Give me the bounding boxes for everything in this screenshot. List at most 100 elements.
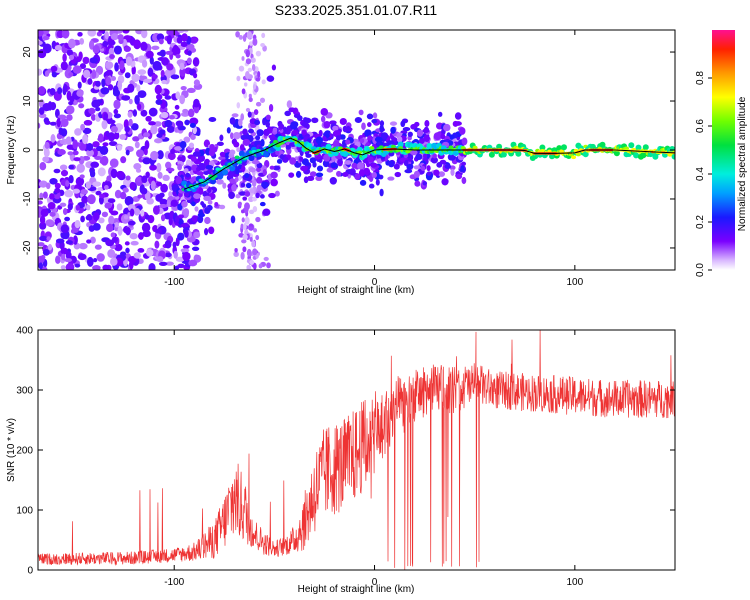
heatmap-cell (154, 240, 160, 249)
heatmap-cell (110, 33, 119, 41)
heatmap-cell (113, 108, 119, 115)
heatmap-cell (62, 53, 67, 63)
heatmap-cell (261, 32, 266, 39)
heatmap-cell (154, 84, 162, 95)
heatmap-cell (356, 162, 365, 170)
heatmap-cell (246, 248, 252, 257)
heatmap-cell (182, 244, 190, 249)
heatmap-cell (107, 40, 116, 46)
heatmap-cell (51, 71, 58, 78)
heatmap-cell (113, 113, 122, 119)
heatmap-cell (42, 103, 51, 112)
heatmap-cell (95, 80, 101, 87)
heatmap-cell (244, 191, 251, 197)
heatmap-cell (496, 143, 503, 150)
heatmap-cell (315, 172, 324, 178)
heatmap-cell (60, 224, 70, 234)
heatmap-cell (88, 107, 96, 115)
heatmap-cell (77, 81, 82, 89)
heatmap-cell (248, 41, 254, 46)
heatmap-cell (60, 61, 68, 71)
heatmap-cell (255, 101, 262, 107)
heatmap-cell (42, 35, 50, 41)
y-tick-label: -10 (22, 191, 33, 206)
heatmap-cell (414, 121, 420, 127)
top-x-ticks: -100 0 100 (164, 30, 584, 288)
heatmap-cell (390, 126, 396, 134)
heatmap-cell (43, 148, 50, 158)
heatmap-cell (114, 62, 119, 72)
heatmap-cell (77, 253, 87, 261)
heatmap-cell (265, 121, 271, 128)
heatmap-cell (241, 56, 245, 61)
heatmap-cell (75, 176, 85, 187)
y-tick-label: 20 (22, 46, 33, 58)
heatmap-cell (420, 165, 426, 171)
heatmap-cell (166, 199, 171, 208)
heatmap-cell (344, 160, 352, 165)
heatmap-cell (192, 151, 201, 157)
heatmap-cell (179, 94, 186, 105)
heatmap-cell (42, 156, 50, 163)
heatmap-cell (156, 181, 163, 187)
heatmap-cell (102, 40, 108, 48)
heatmap-cell (49, 177, 58, 185)
heatmap-cell (90, 113, 96, 121)
heatmap-cell (336, 170, 342, 177)
heatmap-cell (191, 246, 200, 251)
heatmap-cell (260, 139, 265, 147)
heatmap-cell (244, 202, 250, 211)
heatmap-cell (278, 123, 285, 129)
heatmap-cell (164, 252, 172, 258)
heatmap-cell (180, 111, 190, 117)
heatmap-cell (335, 135, 342, 141)
heatmap-cell (179, 141, 187, 149)
heatmap-cell (367, 156, 374, 163)
heatmap-cell (423, 152, 428, 160)
heatmap-cell (49, 88, 56, 96)
heatmap-cell (167, 152, 176, 161)
heatmap-cell (255, 216, 261, 223)
heatmap-cell (133, 163, 142, 170)
heatmap-cell (254, 140, 262, 145)
heatmap-cell (193, 79, 200, 87)
heatmap-cell (241, 239, 247, 244)
heatmap-cell (193, 231, 201, 239)
heatmap-cell (87, 194, 96, 205)
heatmap-cell (124, 125, 130, 133)
top-y-axis-label: Frequency (Hz) (6, 116, 17, 185)
heatmap-cell (159, 192, 165, 198)
heatmap-cell (455, 173, 463, 180)
heatmap-cell (46, 236, 51, 241)
heatmap-cell (110, 168, 118, 179)
heatmap-cell (160, 183, 168, 193)
heatmap-cell (339, 117, 347, 126)
heatmap-cell (40, 208, 49, 217)
heatmap-cell (259, 194, 265, 199)
heatmap-cells (38, 30, 675, 270)
heatmap-cell (105, 239, 115, 247)
heatmap-cell (433, 132, 442, 141)
heatmap-cell (187, 108, 195, 118)
heatmap-cell (114, 222, 120, 228)
heatmap-cell (182, 251, 191, 261)
heatmap-cell (289, 157, 297, 165)
heatmap-cell (247, 111, 252, 118)
heatmap-cell (450, 168, 455, 176)
heatmap-cell (437, 111, 443, 117)
heatmap-cell (140, 30, 148, 39)
heatmap-cell (252, 262, 257, 270)
heatmap-cell (92, 181, 102, 187)
heatmap-cell (80, 215, 85, 223)
heatmap-cell (177, 30, 185, 34)
heatmap-cell (238, 65, 245, 72)
heatmap-cell (102, 142, 109, 147)
heatmap-cell (124, 241, 130, 246)
heatmap-cell (49, 193, 55, 200)
heatmap-cell (332, 125, 339, 131)
heatmap-cell (359, 179, 367, 186)
heatmap-cell (193, 98, 200, 108)
heatmap-cell (38, 180, 48, 188)
heatmap-cell (515, 150, 522, 157)
heatmap-cell (94, 244, 102, 250)
